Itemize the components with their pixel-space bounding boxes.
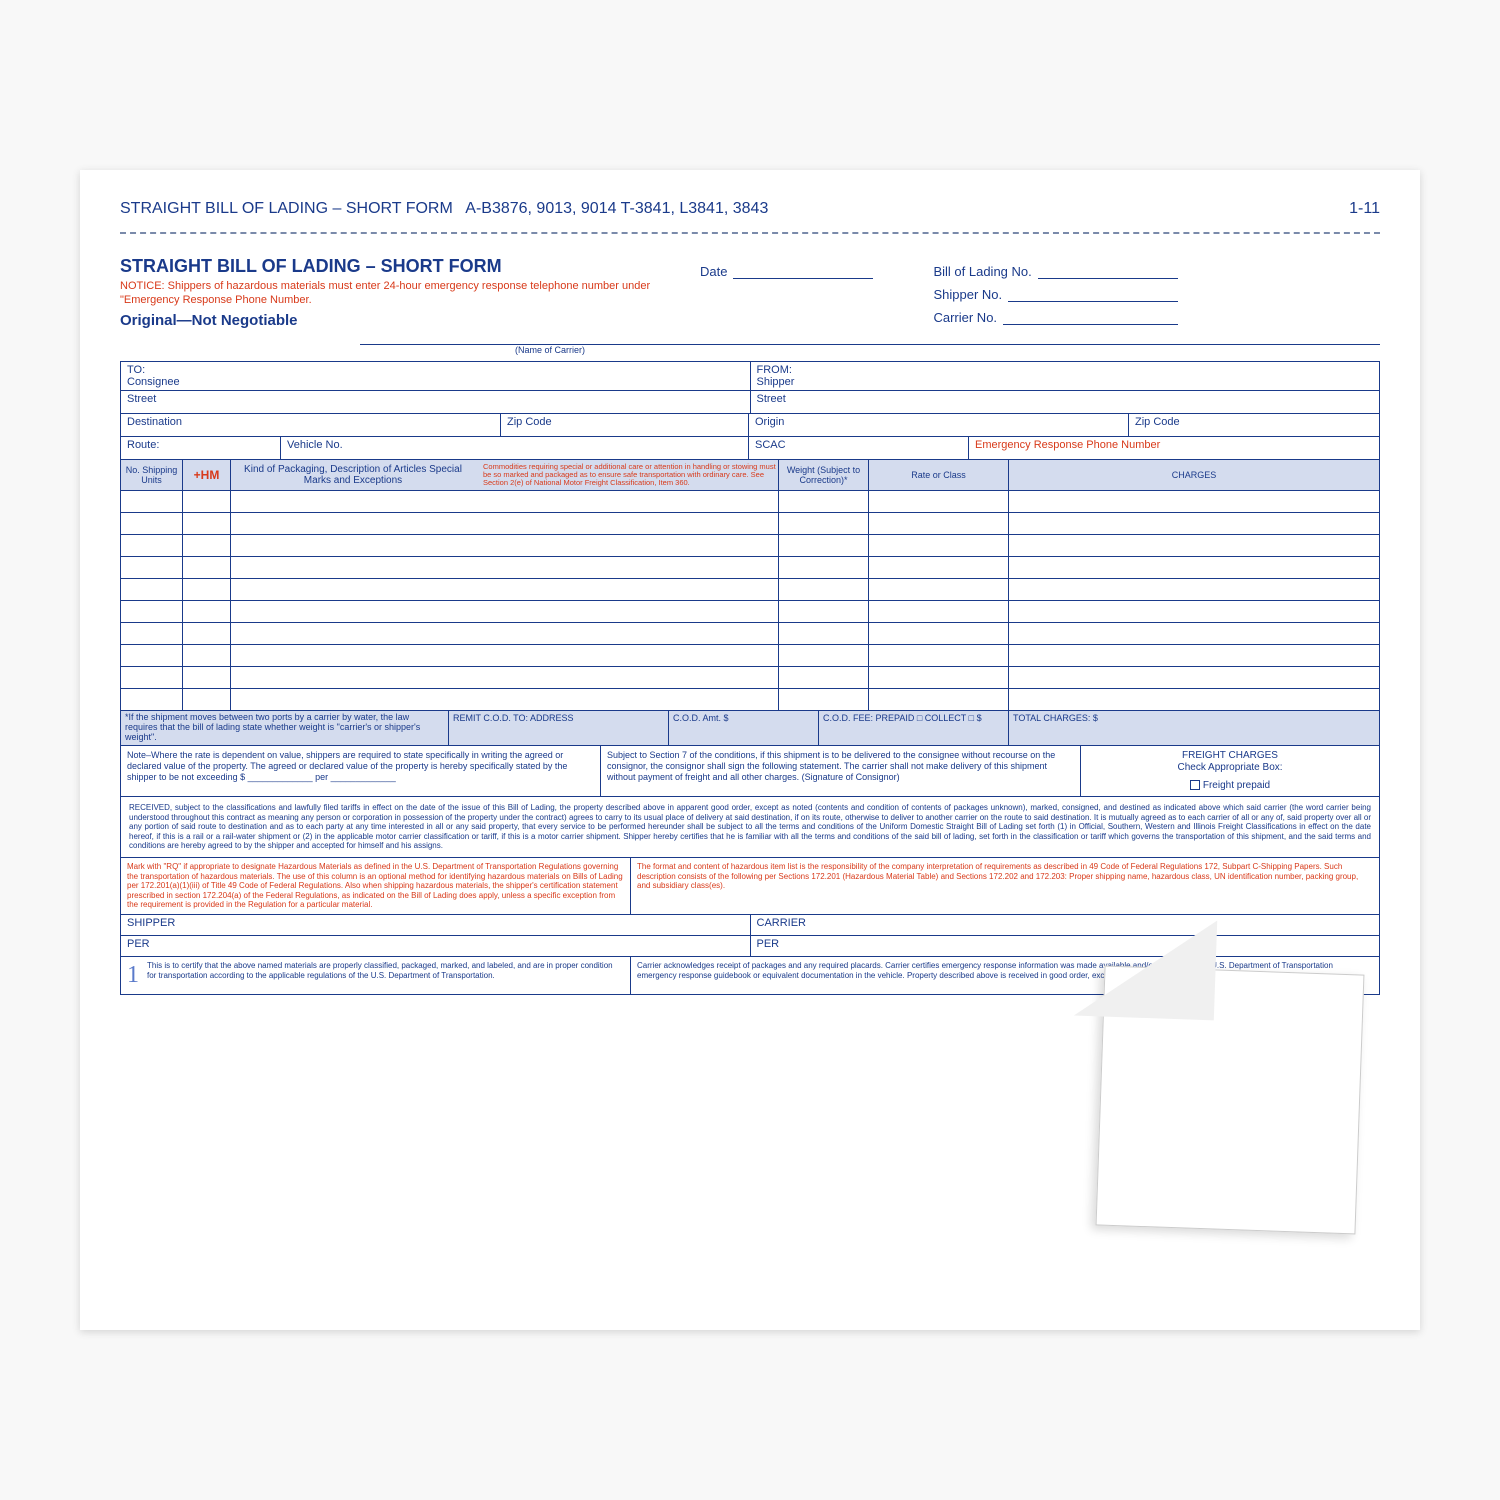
shipper-sig-label[interactable]: SHIPPER (121, 915, 751, 935)
route-label[interactable]: Route: (121, 437, 281, 459)
section7-text: Subject to Section 7 of the conditions, … (601, 746, 1081, 796)
agreement-row: Note–Where the rate is dependent on valu… (120, 746, 1380, 797)
carrier-sig-label[interactable]: CARRIER (751, 915, 1380, 935)
dest-zip-label[interactable]: Zip Code (501, 414, 749, 436)
item-row[interactable] (121, 689, 1379, 711)
cod-fee-label[interactable]: C.O.D. FEE: PREPAID □ COLLECT □ $ (819, 711, 1009, 745)
carrier-no-input[interactable] (1003, 311, 1178, 325)
shipper-no-input[interactable] (1008, 288, 1178, 302)
date-input[interactable] (733, 265, 873, 279)
item-row[interactable] (121, 645, 1379, 667)
from-label: FROM: (757, 364, 1374, 376)
to-label: TO: (127, 364, 744, 376)
consignee-label: Consignee (127, 376, 744, 388)
item-row[interactable] (121, 513, 1379, 535)
declared-value-text: Note–Where the rate is dependent on valu… (121, 746, 601, 796)
top-header: STRAIGHT BILL OF LADING – SHORT FORM A-B… (120, 200, 1380, 218)
top-codes: A-B3876, 9013, 9014 T-3841, L3841, 3843 (465, 200, 768, 217)
shipper-per-label[interactable]: PER (121, 936, 751, 956)
col-units: No. Shipping Units (121, 460, 183, 491)
from-street-label[interactable]: Street (751, 391, 1380, 413)
remit-label[interactable]: REMIT C.O.D. TO: ADDRESS (449, 711, 669, 745)
tear-line (120, 232, 1380, 234)
freight-prepaid-checkbox[interactable] (1190, 780, 1200, 790)
address-grid: TO: Consignee FROM: Shipper Street Stree… (120, 361, 1380, 460)
carrier-no-label: Carrier No. (933, 310, 997, 325)
shipper-label: Shipper (757, 376, 1374, 388)
col-desc: Kind of Packaging, Description of Articl… (233, 464, 473, 486)
origin-label[interactable]: Origin (749, 414, 1129, 436)
hazmat-left-text: Mark with "RQ" if appropriate to designa… (121, 858, 631, 914)
vehicle-label[interactable]: Vehicle No. (281, 437, 749, 459)
item-row[interactable] (121, 667, 1379, 689)
hazmat-notice: NOTICE: Shippers of hazardous materials … (120, 279, 700, 308)
totals-row: *If the shipment moves between two ports… (120, 711, 1380, 746)
shipper-no-label: Shipper No. (933, 287, 1002, 302)
bill-of-lading-form: STRAIGHT BILL OF LADING – SHORT FORM A-B… (80, 170, 1420, 1330)
bol-no-input[interactable] (1038, 265, 1178, 279)
items-table-body (120, 491, 1380, 711)
bol-no-label: Bill of Lading No. (933, 264, 1031, 279)
item-row[interactable] (121, 623, 1379, 645)
col-charges: CHARGES (1009, 460, 1379, 491)
form-title: STRAIGHT BILL OF LADING – SHORT FORM (120, 256, 700, 277)
item-row[interactable] (121, 491, 1379, 513)
emergency-label[interactable]: Emergency Response Phone Number (969, 437, 1379, 459)
items-table-header: No. Shipping Units +HM Kind of Packaging… (120, 460, 1380, 492)
original-label: Original—Not Negotiable (120, 312, 700, 329)
col-hm: +HM (183, 460, 231, 491)
item-row[interactable] (121, 535, 1379, 557)
received-terms: RECEIVED, subject to the classifications… (120, 797, 1380, 858)
col-desc-note: Commodities requiring special or additio… (483, 463, 776, 488)
weight-footnote: *If the shipment moves between two ports… (121, 711, 449, 745)
item-row[interactable] (121, 557, 1379, 579)
carrier-per-label[interactable]: PER (751, 936, 1380, 956)
shipper-cert-text: This is to certify that the above named … (147, 961, 624, 990)
scac-label[interactable]: SCAC (749, 437, 969, 459)
page-fold-decoration (1096, 966, 1365, 1235)
page-number: 1-11 (1349, 200, 1380, 218)
total-charges-label[interactable]: TOTAL CHARGES: $ (1009, 711, 1379, 745)
top-title: STRAIGHT BILL OF LADING – SHORT FORM (120, 200, 453, 217)
col-weight: Weight (Subject to Correction)* (779, 460, 869, 491)
date-label: Date (700, 264, 727, 279)
freight-charges-box: FREIGHT CHARGES Check Appropriate Box: F… (1081, 746, 1379, 796)
to-street-label[interactable]: Street (121, 391, 751, 413)
copy-number: 1 (127, 961, 139, 990)
carrier-name-label: (Name of Carrier) (0, 345, 1380, 355)
destination-label[interactable]: Destination (121, 414, 501, 436)
carrier-name-input[interactable] (360, 331, 1380, 345)
hazmat-text-row: Mark with "RQ" if appropriate to designa… (120, 858, 1380, 915)
hazmat-right-text: The format and content of hazardous item… (631, 858, 1379, 914)
item-row[interactable] (121, 601, 1379, 623)
col-rate: Rate or Class (869, 460, 1009, 491)
cod-amt-label[interactable]: C.O.D. Amt. $ (669, 711, 819, 745)
origin-zip-label[interactable]: Zip Code (1129, 414, 1379, 436)
item-row[interactable] (121, 579, 1379, 601)
